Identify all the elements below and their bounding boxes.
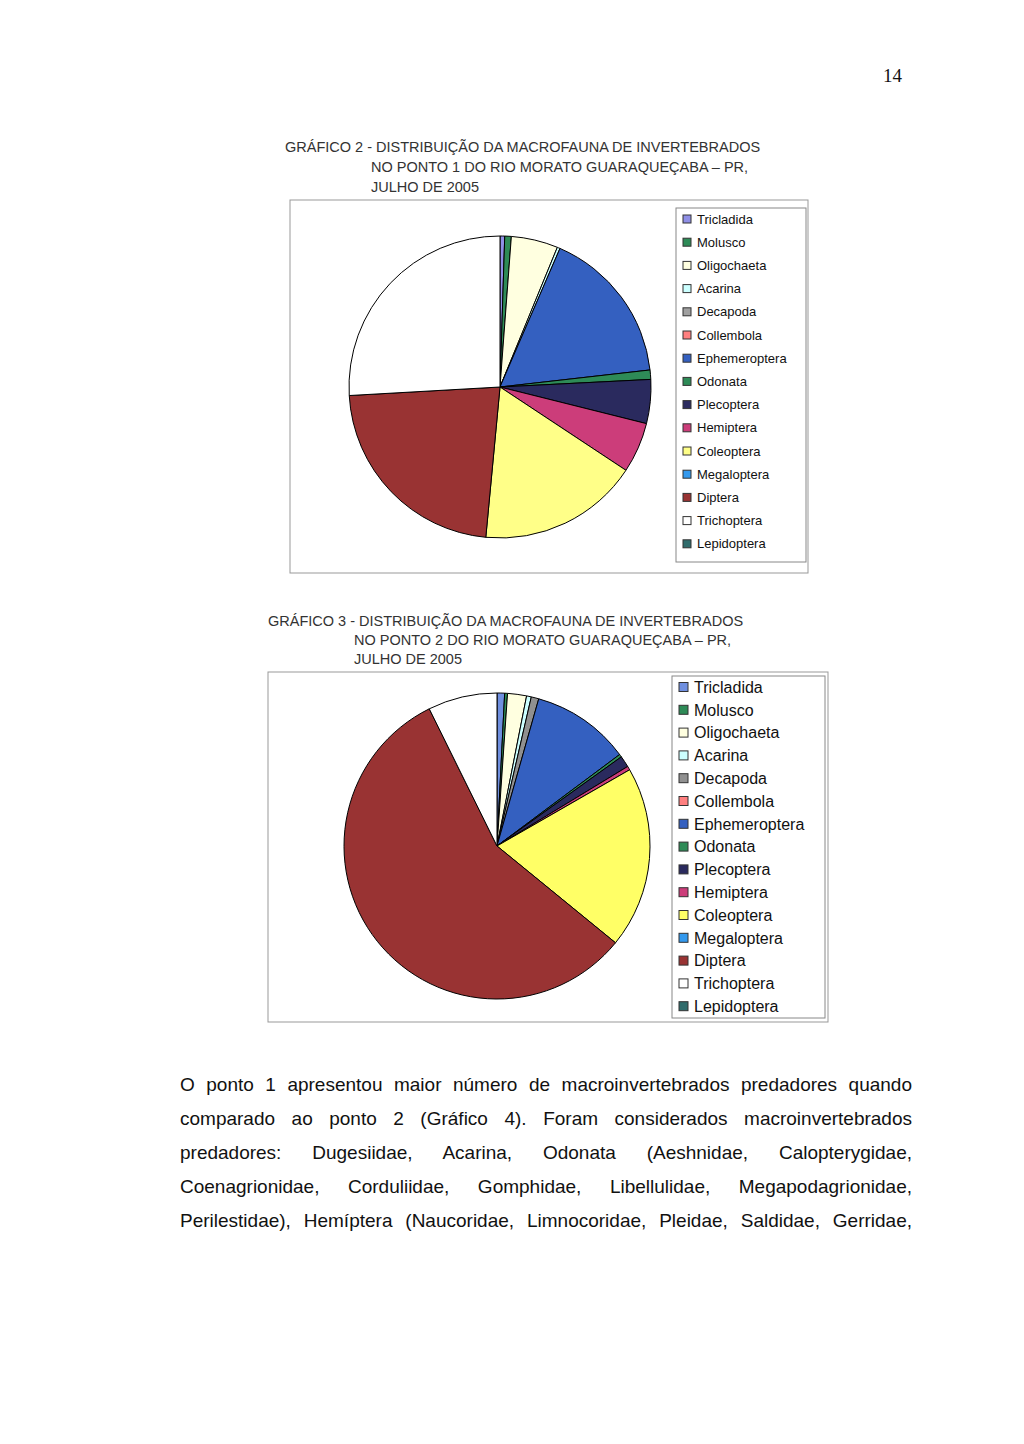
legend-swatch bbox=[683, 261, 691, 269]
legend-swatch bbox=[683, 377, 691, 385]
legend-label: Molusco bbox=[697, 235, 745, 250]
legend-label: Oligochaeta bbox=[694, 724, 779, 741]
pie-slice bbox=[486, 387, 626, 538]
pie-slice bbox=[429, 693, 497, 846]
legend-swatch bbox=[683, 308, 691, 316]
legend-swatch bbox=[683, 354, 691, 362]
legend-swatch bbox=[679, 819, 688, 828]
legend-label: Hemiptera bbox=[694, 884, 768, 901]
legend-swatch bbox=[683, 447, 691, 455]
legend-swatch bbox=[679, 888, 688, 897]
legend-swatch bbox=[679, 774, 688, 783]
legend-label: Molusco bbox=[694, 702, 754, 719]
legend-swatch bbox=[679, 956, 688, 965]
legend-swatch bbox=[679, 1002, 688, 1011]
legend-label: Hemiptera bbox=[697, 420, 758, 435]
legend-swatch bbox=[679, 751, 688, 760]
chart: GRÁFICO 2 - DISTRIBUIÇÃO DA MACROFAUNA D… bbox=[285, 139, 808, 573]
legend-box bbox=[672, 676, 825, 1018]
legend-swatch bbox=[683, 401, 691, 409]
pie-slice bbox=[349, 236, 500, 396]
legend-swatch bbox=[679, 797, 688, 806]
legend-label: Megaloptera bbox=[697, 467, 770, 482]
title-line: JULHO DE 2005 bbox=[371, 179, 479, 195]
legend-swatch bbox=[679, 728, 688, 737]
pie bbox=[344, 693, 650, 999]
legend-swatch bbox=[679, 933, 688, 942]
legend-swatch bbox=[683, 424, 691, 432]
legend-swatch bbox=[683, 215, 691, 223]
legend-swatch bbox=[679, 705, 688, 714]
chart-title: GRÁFICO 2 - DISTRIBUIÇÃO DA MACROFAUNA D… bbox=[285, 139, 760, 195]
legend-label: Plecoptera bbox=[697, 397, 760, 412]
legend-swatch bbox=[679, 911, 688, 920]
legend-label: Coleoptera bbox=[697, 444, 761, 459]
legend-label: Diptera bbox=[697, 490, 740, 505]
legend-swatch bbox=[679, 865, 688, 874]
legend-swatch bbox=[683, 517, 691, 525]
legend-label: Trichoptera bbox=[697, 513, 763, 528]
title-line: GRÁFICO 2 - DISTRIBUIÇÃO DA MACROFAUNA D… bbox=[285, 139, 760, 155]
body-paragraph: O ponto 1 apresentou maior número de mac… bbox=[180, 1068, 912, 1238]
legend-label: Odonata bbox=[694, 838, 755, 855]
legend-label: Oligochaeta bbox=[697, 258, 767, 273]
legend-label: Megaloptera bbox=[694, 930, 783, 947]
legend-swatch bbox=[679, 683, 688, 692]
legend-label: Tricladida bbox=[694, 679, 763, 696]
legend-label: Tricladida bbox=[697, 212, 754, 227]
chart: GRÁFICO 3 - DISTRIBUIÇÃO DA MACROFAUNA D… bbox=[268, 613, 828, 1022]
legend-label: Trichoptera bbox=[694, 975, 774, 992]
legend-label: Coleoptera bbox=[694, 907, 772, 924]
legend-swatch bbox=[683, 540, 691, 548]
legend-label: Decapoda bbox=[697, 304, 757, 319]
pie-slice bbox=[500, 248, 650, 387]
legend-label: Collembola bbox=[697, 328, 763, 343]
legend-swatch bbox=[683, 285, 691, 293]
legend-label: Ephemeroptera bbox=[694, 816, 804, 833]
pie-slice bbox=[349, 387, 500, 537]
legend-label: Plecoptera bbox=[694, 861, 771, 878]
legend-swatch bbox=[683, 238, 691, 246]
legend-label: Lepidoptera bbox=[694, 998, 779, 1015]
legend-label: Odonata bbox=[697, 374, 748, 389]
legend-label: Lepidoptera bbox=[697, 536, 766, 551]
pie bbox=[349, 236, 651, 538]
legend-swatch bbox=[683, 493, 691, 501]
title-line: NO PONTO 2 DO RIO MORATO GUARAQUEÇABA – … bbox=[354, 632, 731, 648]
legend-label: Acarina bbox=[694, 747, 748, 764]
title-line: JULHO DE 2005 bbox=[354, 651, 462, 667]
chart-frame bbox=[268, 672, 828, 1022]
chart-frame bbox=[290, 200, 808, 573]
legend-swatch bbox=[679, 979, 688, 988]
title-line: GRÁFICO 3 - DISTRIBUIÇÃO DA MACROFAUNA D… bbox=[268, 613, 743, 629]
legend-swatch bbox=[683, 331, 691, 339]
legend-swatch bbox=[679, 842, 688, 851]
title-line: NO PONTO 1 DO RIO MORATO GUARAQUEÇABA – … bbox=[371, 159, 748, 175]
legend-label: Ephemeroptera bbox=[697, 351, 787, 366]
page-number: 14 bbox=[883, 65, 903, 86]
legend-box bbox=[676, 208, 806, 562]
legend-label: Collembola bbox=[694, 793, 774, 810]
chart-title: GRÁFICO 3 - DISTRIBUIÇÃO DA MACROFAUNA D… bbox=[268, 613, 743, 667]
legend-label: Decapoda bbox=[694, 770, 767, 787]
legend-swatch bbox=[683, 470, 691, 478]
legend-label: Acarina bbox=[697, 281, 742, 296]
legend-label: Diptera bbox=[694, 952, 746, 969]
